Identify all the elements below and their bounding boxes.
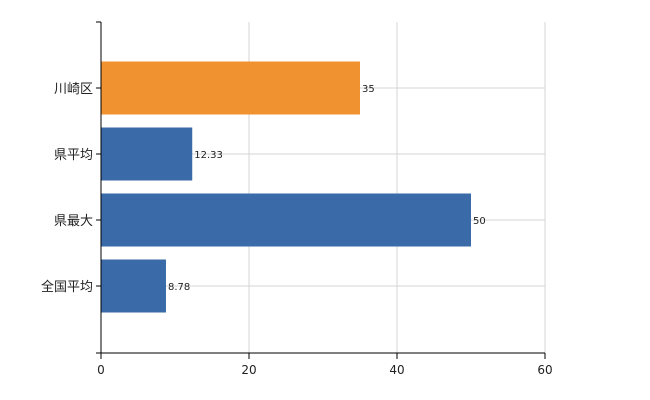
x-tick-label: 40 [389, 363, 404, 377]
bar [101, 127, 193, 181]
data-label: 8.78 [168, 282, 190, 293]
bars [101, 61, 471, 313]
bar [101, 61, 360, 115]
data-label: 12.33 [194, 150, 223, 161]
bar [101, 193, 471, 247]
data-label: 50 [473, 216, 486, 227]
category-label: 県最大 [54, 214, 93, 229]
category-label: 川崎区 [54, 82, 93, 97]
bar [101, 259, 166, 313]
axes [96, 21, 546, 359]
category-label: 県平均 [54, 148, 93, 163]
x-tick-label: 60 [537, 363, 552, 377]
data-label: 35 [362, 84, 375, 95]
x-tick-label: 20 [241, 363, 256, 377]
category-label: 全国平均 [41, 279, 93, 295]
x-tick-label: 0 [97, 363, 105, 377]
